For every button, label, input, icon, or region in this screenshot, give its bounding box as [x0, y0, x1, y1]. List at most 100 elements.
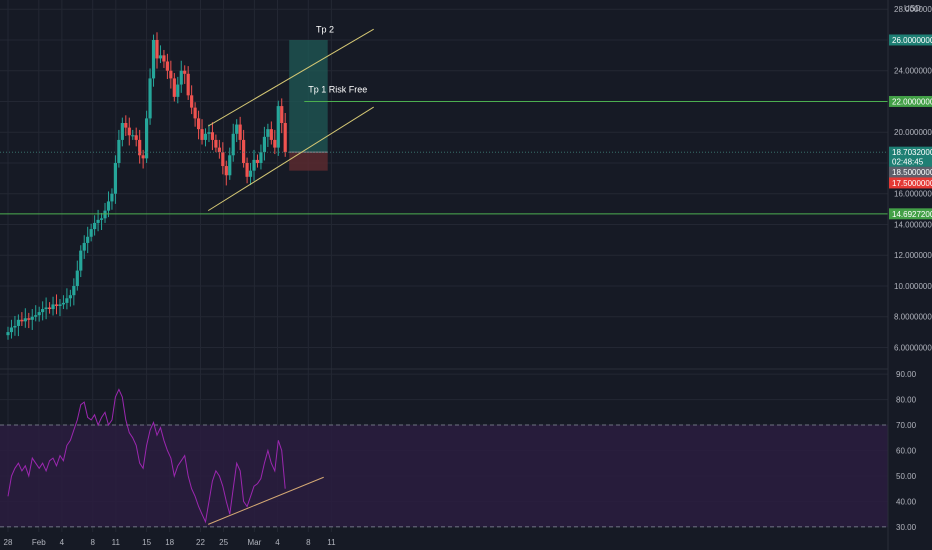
candle-body	[58, 304, 62, 306]
candle-body	[79, 250, 83, 271]
candle-body	[193, 107, 197, 119]
candle-body	[179, 70, 183, 85]
price-badge-label: 18.5000000	[892, 168, 932, 177]
candle-body	[47, 307, 52, 310]
time-tick-label: Feb	[32, 538, 46, 547]
price-tick-label: 24.0000000	[894, 67, 932, 76]
channel-lower-line[interactable]	[207, 106, 374, 212]
candle-body	[283, 123, 287, 153]
time-tick-label: 11	[327, 538, 336, 547]
candle-body	[75, 270, 79, 286]
time-tick-label: 25	[219, 538, 228, 547]
candle-body	[269, 129, 273, 140]
price-badge	[889, 34, 932, 46]
price-tick-label: 16.0000000	[894, 190, 932, 199]
time-tick-label: 15	[142, 538, 151, 547]
position-stop-zone[interactable]	[289, 152, 328, 171]
rsi-tick-label: 70.00	[896, 421, 917, 430]
candle-body	[255, 159, 260, 163]
price-badge-label: 18.7032000	[892, 148, 932, 157]
candle-body	[86, 236, 90, 243]
time-tick-label: Mar	[248, 538, 262, 547]
time-tick-label: 28	[4, 538, 13, 547]
price-badge-label: 22.0000000	[892, 97, 932, 106]
candle-body	[13, 325, 17, 328]
price-badge-label: 02:48:45	[892, 157, 924, 166]
candle-body	[20, 319, 24, 322]
candle-body	[106, 201, 111, 211]
candle-body	[54, 304, 59, 306]
candle-body	[30, 316, 34, 320]
candle-body	[162, 55, 166, 62]
price-badge-label: 14.6927200	[892, 210, 932, 219]
candle-body	[27, 318, 31, 320]
position-target-zone[interactable]	[289, 39, 328, 153]
candle-body	[190, 95, 194, 108]
candle-body	[207, 132, 211, 134]
candle-body	[44, 307, 48, 310]
channel-upper-line[interactable]	[207, 28, 374, 127]
candle-body	[259, 152, 263, 163]
candle-body	[214, 139, 218, 148]
candle-body	[266, 129, 270, 137]
price-tick-label: 20.0000000	[894, 128, 932, 137]
annotation-label: Tp 2	[316, 24, 334, 34]
candle-body	[103, 210, 107, 219]
candle-body	[99, 218, 104, 220]
candle-body	[262, 136, 267, 153]
rsi-tick-label: 50.00	[896, 472, 917, 481]
price-tick-label: 14.0000000	[894, 220, 932, 229]
candle-body	[196, 118, 201, 130]
currency-label: USD	[904, 4, 921, 13]
candle-body	[248, 170, 253, 177]
position-box[interactable]	[289, 39, 328, 171]
candle-body	[273, 139, 277, 148]
candle-body	[61, 302, 66, 305]
candle-body	[141, 155, 145, 159]
candle-body	[51, 304, 55, 310]
price-tick-label: 28.0000000	[894, 5, 932, 14]
annotations: Tp 2 Tp 1 Risk Free	[308, 24, 367, 94]
rsi-tick-label: 40.00	[896, 497, 917, 506]
candle-body	[221, 152, 225, 167]
candle-body	[138, 139, 142, 156]
candle-body	[68, 295, 72, 299]
candle-body	[65, 298, 69, 303]
rsi-tick-label: 90.00	[896, 370, 917, 379]
time-tick-label: 8	[306, 538, 311, 547]
candle-body	[131, 135, 135, 137]
price-badge	[889, 146, 932, 158]
candle-body	[235, 124, 239, 134]
candle-body	[242, 139, 246, 163]
price-badge-label: 17.5000000	[892, 179, 932, 188]
price-badge	[889, 166, 932, 178]
rsi-line	[7, 388, 286, 524]
price-badge	[889, 155, 932, 167]
time-tick-label: 4	[275, 538, 280, 547]
candle-body	[203, 133, 208, 140]
candle-body	[245, 162, 249, 177]
candle-body	[158, 55, 163, 59]
price-tick-label: 8.0000000	[894, 313, 932, 322]
candle-body	[120, 123, 124, 140]
time-tick-label: 8	[90, 538, 95, 547]
candle-body	[148, 78, 152, 119]
time-tick-label: 4	[60, 538, 65, 547]
price-badge	[889, 177, 932, 189]
time-axis: 28 Feb 4 8 11 15 18 22 25 Mar 4 8 11	[4, 538, 337, 547]
candle-body	[238, 124, 242, 140]
candle-body	[134, 135, 138, 140]
rsi-panel	[0, 388, 888, 528]
candle-body	[224, 166, 228, 176]
candle-body	[93, 222, 97, 230]
candle-body	[127, 127, 131, 136]
candle-body	[151, 39, 156, 79]
rsi-tick-label: 80.00	[896, 396, 917, 405]
candle-body	[145, 118, 149, 159]
price-badge-label: 26.0000000	[892, 36, 932, 45]
candle-body	[186, 73, 190, 96]
price-badge	[889, 95, 932, 107]
candle-body	[9, 327, 14, 333]
